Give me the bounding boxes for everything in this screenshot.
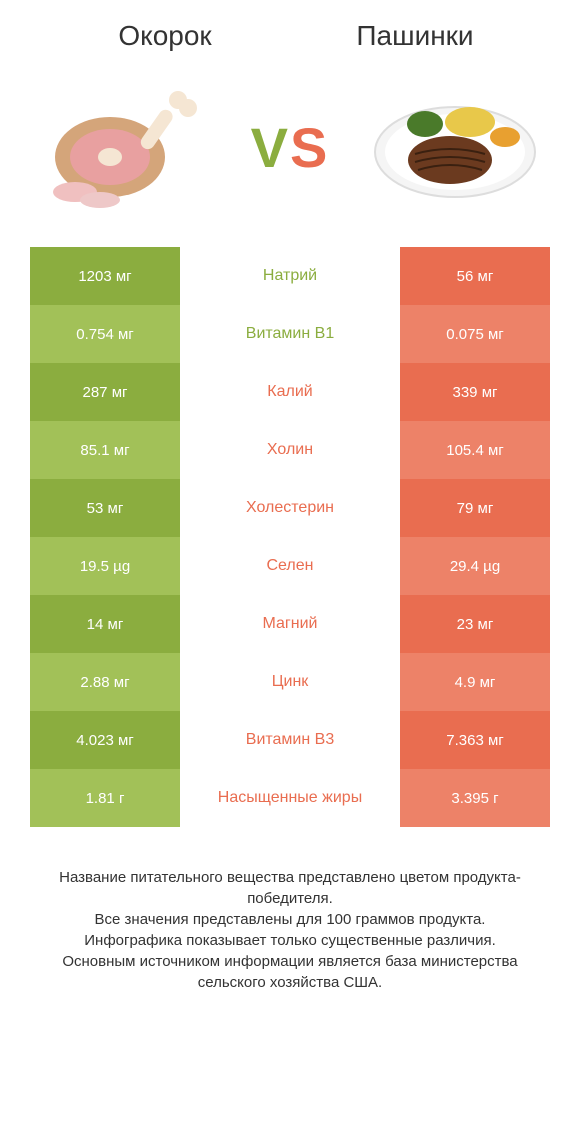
table-row: 287 мгКалий339 мг [30,363,550,421]
images-row: VS [30,82,550,212]
left-value: 2.88 мг [30,653,180,711]
nutrient-name: Калий [180,363,400,421]
table-row: 14 мгМагний23 мг [30,595,550,653]
right-value: 3.395 г [400,769,550,827]
left-product-title: Окорок [40,20,290,52]
left-value: 1203 мг [30,247,180,305]
footer-line: Все значения представлены для 100 граммо… [35,909,545,930]
table-row: 85.1 мгХолин105.4 мг [30,421,550,479]
footer-line: Основным источником информации является … [35,951,545,993]
left-product-image [40,82,210,212]
nutrient-name: Холестерин [180,479,400,537]
right-value: 23 мг [400,595,550,653]
vs-label: VS [251,115,330,180]
nutrient-name: Холин [180,421,400,479]
left-value: 14 мг [30,595,180,653]
nutrient-name: Селен [180,537,400,595]
table-row: 1203 мгНатрий56 мг [30,247,550,305]
table-row: 19.5 µgСелен29.4 µg [30,537,550,595]
nutrient-name: Витамин B3 [180,711,400,769]
right-value: 339 мг [400,363,550,421]
right-value: 105.4 мг [400,421,550,479]
nutrient-name: Витамин B1 [180,305,400,363]
table-row: 0.754 мгВитамин B10.075 мг [30,305,550,363]
right-product-image [370,82,540,212]
right-product-title: Пашинки [290,20,540,52]
nutrient-name: Натрий [180,247,400,305]
header: Окорок Пашинки [30,20,550,52]
left-value: 0.754 мг [30,305,180,363]
left-value: 1.81 г [30,769,180,827]
right-value: 79 мг [400,479,550,537]
nutrient-name: Насыщенные жиры [180,769,400,827]
comparison-table: 1203 мгНатрий56 мг0.754 мгВитамин B10.07… [30,247,550,827]
left-value: 4.023 мг [30,711,180,769]
table-row: 2.88 мгЦинк4.9 мг [30,653,550,711]
right-value: 7.363 мг [400,711,550,769]
left-value: 287 мг [30,363,180,421]
right-value: 4.9 мг [400,653,550,711]
left-value: 53 мг [30,479,180,537]
right-value: 56 мг [400,247,550,305]
table-row: 53 мгХолестерин79 мг [30,479,550,537]
nutrient-name: Цинк [180,653,400,711]
footer-line: Инфографика показывает только существенн… [35,930,545,951]
vs-v: V [251,116,290,179]
vs-s: S [290,116,329,179]
right-value: 29.4 µg [400,537,550,595]
left-value: 19.5 µg [30,537,180,595]
table-row: 4.023 мгВитамин B37.363 мг [30,711,550,769]
right-value: 0.075 мг [400,305,550,363]
footer-note: Название питательного вещества представл… [30,867,550,993]
footer-line: Название питательного вещества представл… [35,867,545,909]
nutrient-name: Магний [180,595,400,653]
steak-plate-icon [370,82,540,212]
ham-icon [40,82,210,212]
table-row: 1.81 гНасыщенные жиры3.395 г [30,769,550,827]
left-value: 85.1 мг [30,421,180,479]
